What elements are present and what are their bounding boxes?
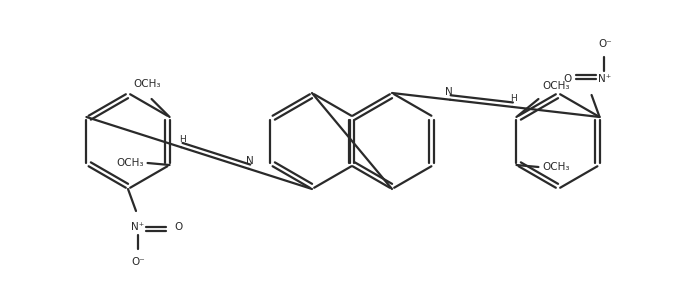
Text: H: H [179,135,186,144]
Text: O: O [563,74,571,84]
Text: OCH₃: OCH₃ [134,79,162,89]
Text: OCH₃: OCH₃ [543,81,570,91]
Text: N⁺: N⁺ [132,222,145,232]
Text: H: H [510,94,516,103]
Text: O⁻: O⁻ [131,257,145,267]
Text: N: N [445,87,453,97]
Text: O⁻: O⁻ [599,39,612,49]
Text: OCH₃: OCH₃ [116,158,144,168]
Text: N⁺: N⁺ [597,74,611,84]
Text: N: N [246,156,253,166]
Text: OCH₃: OCH₃ [543,162,570,172]
Text: O: O [174,222,182,232]
